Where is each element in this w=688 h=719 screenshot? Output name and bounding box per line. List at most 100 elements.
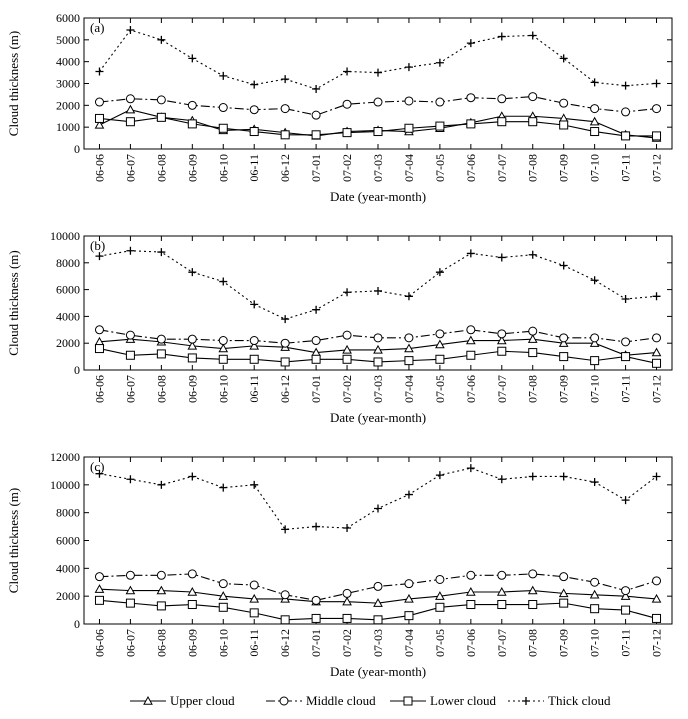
data-point: [497, 329, 507, 339]
x-tick-label: 07-06: [464, 629, 478, 657]
data-point: [94, 572, 104, 582]
y-tick-label: 0: [74, 617, 80, 631]
y-tick-label: 12000: [50, 450, 80, 464]
y-tick-label: 6000: [56, 534, 80, 548]
data-point: [590, 276, 599, 285]
data-point: [496, 335, 507, 345]
data-point: [249, 336, 259, 346]
data-point: [219, 277, 228, 286]
y-tick-label: 10000: [50, 229, 80, 243]
x-tick-label: 07-11: [619, 154, 633, 182]
y-tick-label: 1000: [56, 120, 80, 134]
data-point: [652, 576, 662, 586]
data-point: [621, 352, 631, 362]
data-point: [125, 94, 135, 104]
data-point: [621, 496, 630, 505]
y-tick-label: 6000: [56, 11, 80, 25]
legend-item: Upper cloud: [130, 693, 235, 708]
data-point: [187, 586, 198, 596]
data-point: [280, 357, 290, 367]
data-point: [497, 32, 506, 41]
x-tick-label: 06-07: [123, 629, 137, 657]
x-tick-label: 07-06: [464, 375, 478, 403]
x-tick-label: 07-08: [526, 375, 540, 403]
data-point: [342, 613, 352, 623]
x-tick-label: 06-10: [216, 154, 230, 182]
panel-label: (c): [90, 459, 104, 474]
data-point: [249, 354, 259, 364]
x-tick-label: 07-08: [526, 154, 540, 182]
y-tick-label: 4000: [56, 55, 80, 69]
data-point: [311, 595, 321, 605]
x-tick-label: 07-10: [588, 629, 602, 657]
x-tick-label: 07-05: [433, 154, 447, 182]
data-point: [311, 336, 321, 346]
y-tick-label: 2000: [56, 336, 80, 350]
x-tick-label: 07-02: [340, 629, 354, 657]
x-tick-label: 07-11: [619, 629, 633, 657]
x-tick-label: 06-10: [216, 629, 230, 657]
x-tick-label: 07-02: [340, 154, 354, 182]
y-tick-label: 4000: [56, 309, 80, 323]
data-point: [404, 292, 413, 301]
data-point: [559, 598, 569, 608]
data-point: [404, 579, 414, 589]
data-point: [311, 354, 321, 364]
data-point: [126, 246, 135, 255]
x-axis-title: Date (year-month): [330, 189, 426, 204]
data-point: [559, 572, 569, 582]
data-point: [280, 338, 290, 348]
series-upper-cloud: [94, 584, 662, 607]
data-point: [94, 344, 104, 354]
series-thick-cloud: [95, 464, 661, 534]
y-tick-label: 8000: [56, 506, 80, 520]
legend-label: Thick cloud: [548, 693, 611, 708]
data-point: [125, 104, 136, 114]
data-point: [280, 104, 290, 114]
x-tick-label: 06-12: [278, 375, 292, 403]
data-point: [652, 613, 662, 623]
data-point: [94, 595, 104, 605]
x-tick-label: 06-09: [185, 375, 199, 403]
data-point: [280, 130, 290, 140]
data-point: [94, 119, 105, 129]
data-point: [466, 464, 475, 473]
data-point: [404, 123, 414, 133]
data-point: [590, 356, 600, 366]
data-point: [621, 586, 631, 596]
data-point: [497, 117, 507, 127]
data-point: [312, 522, 321, 531]
data-point: [620, 591, 631, 600]
x-tick-label: 07-04: [402, 375, 416, 403]
data-point: [94, 584, 105, 593]
data-point: [590, 478, 599, 487]
data-point: [589, 338, 600, 347]
x-tick-label: 06-11: [247, 154, 261, 182]
data-point: [249, 593, 260, 603]
data-point: [95, 469, 104, 478]
data-point: [249, 105, 259, 115]
data-point: [435, 354, 445, 364]
data-point: [435, 58, 444, 67]
data-point: [465, 586, 476, 596]
data-point: [342, 588, 352, 598]
x-tick-label: 07-11: [619, 375, 633, 403]
data-point: [404, 96, 414, 106]
data-point: [342, 596, 352, 606]
data-point: [249, 580, 259, 590]
x-axis-title: Date (year-month): [330, 410, 426, 425]
data-point: [621, 81, 630, 90]
data-point: [125, 350, 135, 360]
data-point: [652, 358, 662, 368]
legend-marker: [403, 696, 413, 706]
data-point: [652, 104, 662, 114]
legend-label: Upper cloud: [170, 693, 235, 708]
x-tick-label: 06-09: [185, 629, 199, 657]
data-point: [590, 104, 600, 114]
data-point: [466, 39, 475, 48]
data-point: [125, 570, 135, 580]
data-point: [528, 348, 538, 358]
data-point: [156, 95, 166, 105]
data-point: [373, 615, 383, 625]
data-point: [621, 337, 631, 347]
